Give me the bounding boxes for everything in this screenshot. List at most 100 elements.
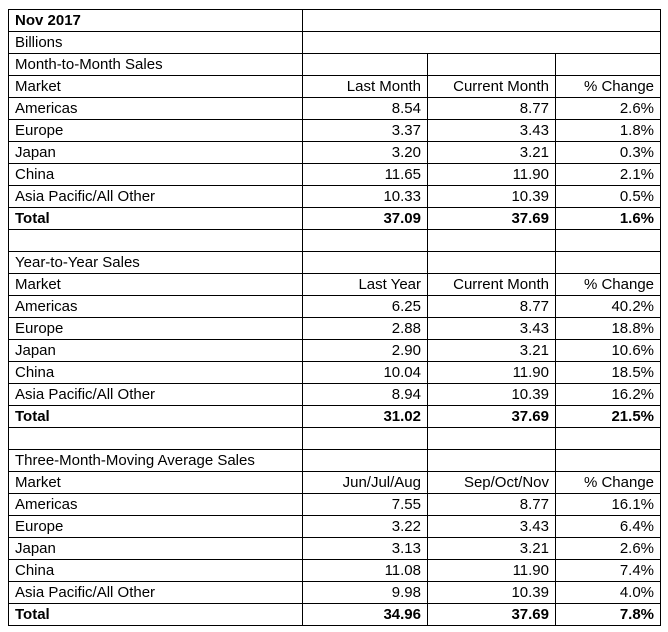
- table-row: China 11.65 11.90 2.1%: [8, 163, 662, 186]
- market-cell: China: [8, 559, 303, 582]
- total-value-cell: 31.02: [302, 405, 428, 428]
- empty-cell: [554, 449, 662, 472]
- value-cell: 3.13: [302, 537, 428, 560]
- empty-cell: [554, 427, 662, 450]
- total-label-cell: Total: [8, 405, 303, 428]
- table-row: Europe 2.88 3.43 18.8%: [8, 317, 662, 340]
- market-cell: Japan: [8, 537, 303, 560]
- total-row: Total 37.09 37.69 1.6%: [8, 207, 662, 230]
- value-cell: 10.39: [427, 581, 556, 604]
- change-cell: 18.8%: [554, 317, 662, 340]
- sales-report-table: Nov 2017 Billions Month-to-Month Sales M…: [8, 9, 662, 626]
- column-header-row: Market Last Month Current Month % Change: [8, 75, 662, 98]
- total-change-cell: 21.5%: [554, 405, 662, 428]
- table-row: China 10.04 11.90 18.5%: [8, 361, 662, 384]
- section-title-row: Year-to-Year Sales: [8, 251, 662, 274]
- change-cell: 1.8%: [554, 119, 662, 142]
- empty-cell: [427, 427, 556, 450]
- section-title: Year-to-Year Sales: [8, 251, 303, 274]
- empty-cell: [554, 229, 662, 252]
- empty-cell: [301, 31, 662, 54]
- section-title: Month-to-Month Sales: [8, 53, 303, 76]
- change-cell: 16.1%: [554, 493, 662, 516]
- units-label: Billions: [8, 31, 303, 54]
- market-cell: China: [8, 163, 303, 186]
- market-cell: China: [8, 361, 303, 384]
- change-cell: 0.5%: [554, 185, 662, 208]
- value-cell: 10.04: [302, 361, 428, 384]
- empty-cell: [427, 229, 556, 252]
- value-cell: 6.25: [302, 295, 428, 318]
- total-row: Total 31.02 37.69 21.5%: [8, 405, 662, 428]
- total-label-cell: Total: [8, 603, 303, 626]
- value-cell: 3.43: [427, 317, 556, 340]
- table-row: Japan 2.90 3.21 10.6%: [8, 339, 662, 362]
- column-header-market: Market: [8, 273, 303, 296]
- value-cell: 3.22: [302, 515, 428, 538]
- market-cell: Europe: [8, 515, 303, 538]
- table-row: Americas 8.54 8.77 2.6%: [8, 97, 662, 120]
- value-cell: 10.39: [427, 185, 556, 208]
- empty-cell: [302, 427, 428, 450]
- change-cell: 7.4%: [554, 559, 662, 582]
- empty-cell: [302, 53, 428, 76]
- table-row: Asia Pacific/All Other 9.98 10.39 4.0%: [8, 581, 662, 604]
- value-cell: 2.90: [302, 339, 428, 362]
- total-value-cell: 37.69: [427, 405, 556, 428]
- report-title: Nov 2017: [8, 9, 303, 32]
- value-cell: 11.08: [302, 559, 428, 582]
- column-header-row: Market Last Year Current Month % Change: [8, 273, 662, 296]
- change-cell: 10.6%: [554, 339, 662, 362]
- empty-cell: [554, 251, 662, 274]
- total-value-cell: 37.09: [302, 207, 428, 230]
- table-row: Japan 3.13 3.21 2.6%: [8, 537, 662, 560]
- table-row: China 11.08 11.90 7.4%: [8, 559, 662, 582]
- column-header-period2: Current Month: [427, 273, 556, 296]
- report-title-row: Nov 2017: [8, 9, 662, 32]
- value-cell: 11.90: [427, 559, 556, 582]
- total-value-cell: 34.96: [302, 603, 428, 626]
- value-cell: 3.37: [302, 119, 428, 142]
- table-row: Japan 3.20 3.21 0.3%: [8, 141, 662, 164]
- value-cell: 3.43: [427, 119, 556, 142]
- spacer-row: [8, 229, 662, 252]
- spacer-row: [8, 427, 662, 450]
- change-cell: 2.6%: [554, 537, 662, 560]
- column-header-change: % Change: [554, 75, 662, 98]
- change-cell: 18.5%: [554, 361, 662, 384]
- column-header-period2: Current Month: [427, 75, 556, 98]
- change-cell: 4.0%: [554, 581, 662, 604]
- value-cell: 11.90: [427, 361, 556, 384]
- value-cell: 10.33: [302, 185, 428, 208]
- value-cell: 3.43: [427, 515, 556, 538]
- market-cell: Asia Pacific/All Other: [8, 383, 303, 406]
- change-cell: 2.6%: [554, 97, 662, 120]
- column-header-period1: Jun/Jul/Aug: [302, 471, 428, 494]
- column-header-market: Market: [8, 75, 303, 98]
- section-title: Three-Month-Moving Average Sales: [8, 449, 303, 472]
- column-header-period1: Last Month: [302, 75, 428, 98]
- value-cell: 3.20: [302, 141, 428, 164]
- column-header-change: % Change: [554, 273, 662, 296]
- total-row: Total 34.96 37.69 7.8%: [8, 603, 662, 626]
- market-cell: Americas: [8, 295, 303, 318]
- change-cell: 0.3%: [554, 141, 662, 164]
- market-cell: Asia Pacific/All Other: [8, 581, 303, 604]
- market-cell: Europe: [8, 119, 303, 142]
- section-title-row: Three-Month-Moving Average Sales: [8, 449, 662, 472]
- value-cell: 8.54: [302, 97, 428, 120]
- column-header-market: Market: [8, 471, 303, 494]
- value-cell: 2.88: [302, 317, 428, 340]
- value-cell: 10.39: [427, 383, 556, 406]
- change-cell: 6.4%: [554, 515, 662, 538]
- column-header-row: Market Jun/Jul/Aug Sep/Oct/Nov % Change: [8, 471, 662, 494]
- empty-cell: [427, 53, 556, 76]
- value-cell: 3.21: [427, 537, 556, 560]
- change-cell: 2.1%: [554, 163, 662, 186]
- table-row: Americas 6.25 8.77 40.2%: [8, 295, 662, 318]
- total-change-cell: 7.8%: [554, 603, 662, 626]
- value-cell: 7.55: [302, 493, 428, 516]
- value-cell: 3.21: [427, 141, 556, 164]
- empty-cell: [301, 9, 662, 32]
- table-row: Asia Pacific/All Other 10.33 10.39 0.5%: [8, 185, 662, 208]
